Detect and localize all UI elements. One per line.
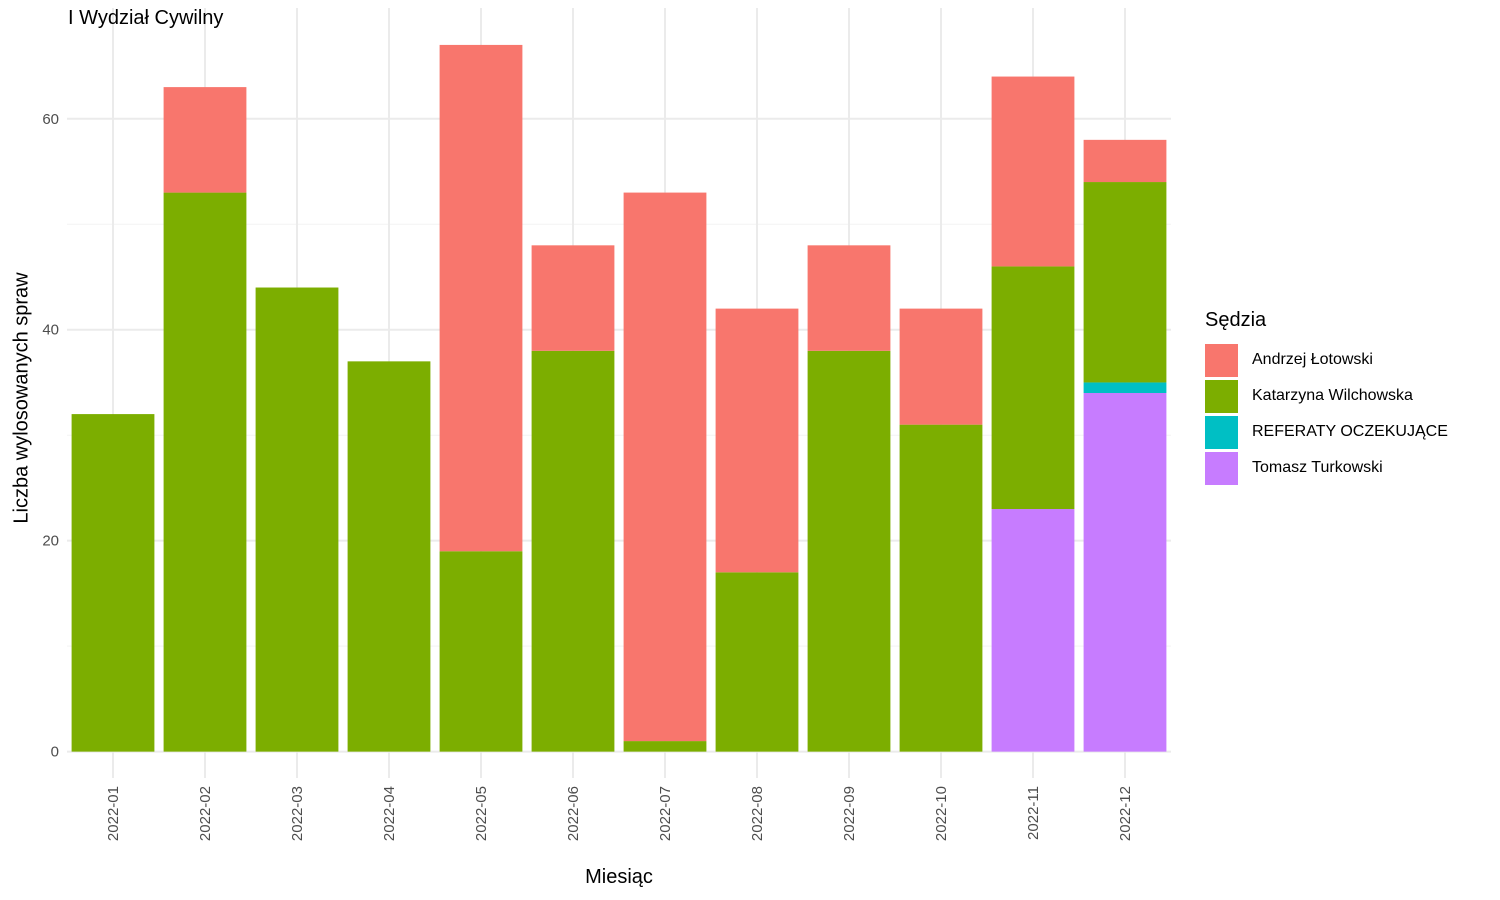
bar-segment [531, 245, 615, 351]
bar-segment [1083, 382, 1167, 393]
legend-items: Andrzej Łotowski Katarzyna Wilchowska REFE… [1205, 342, 1448, 486]
bar-segment [531, 350, 615, 752]
y-tick-label: 20 [42, 533, 59, 550]
x-tick-label: 2022-02 [197, 786, 214, 841]
legend-item: Katarzyna Wilchowska [1205, 378, 1448, 414]
bar-segment [439, 551, 523, 752]
x-tick-label: 2022-08 [749, 786, 766, 841]
y-axis-label: Liczba wylosowanych spraw [10, 272, 33, 524]
bar-segment [163, 87, 247, 193]
bar-segment [899, 424, 983, 752]
y-tick-label: 0 [51, 744, 59, 761]
legend-key [1205, 451, 1238, 485]
y-tick-label: 60 [42, 111, 59, 128]
legend-item: Andrzej Łotowski [1205, 342, 1448, 378]
bar-segment [807, 350, 891, 752]
bar-segment [1083, 139, 1167, 183]
legend-title: Sędzia [1205, 309, 1267, 331]
bar-segment [807, 245, 891, 351]
bar-segment [991, 76, 1075, 267]
legend-label: Katarzyna Wilchowska [1252, 387, 1413, 404]
x-tick-label: 2022-07 [657, 786, 674, 841]
x-tick-label: 2022-06 [565, 786, 582, 841]
x-tick-label: 2022-01 [105, 786, 122, 841]
x-tick-label: 2022-04 [381, 786, 398, 841]
bars [71, 44, 1167, 752]
bar-segment [623, 192, 707, 742]
bar-segment [1083, 182, 1167, 383]
x-tick-label: 2022-12 [1117, 786, 1134, 841]
bar-segment [715, 572, 799, 752]
legend-key [1205, 343, 1238, 377]
chart-title: I Wydział Cywilny [68, 7, 224, 29]
bar-segment [163, 192, 247, 752]
bar-segment [899, 308, 983, 425]
axis-ticks: 0 20 40 60 2022-01 2022-02 2022-03 2022-04 2022-… [42, 111, 1134, 841]
bar-segment [71, 414, 155, 752]
x-tick-label: 2022-11 [1025, 786, 1042, 840]
bar-segment [439, 44, 523, 552]
legend-key [1205, 379, 1238, 413]
x-tick-label: 2022-03 [289, 786, 306, 841]
x-tick-label: 2022-10 [933, 786, 950, 841]
legend-key [1205, 415, 1238, 449]
legend-label: REFERATY OCZEKUJĄCE [1252, 423, 1448, 440]
x-axis-label: Miesiąc [585, 866, 653, 888]
legend-label: Andrzej Łotowski [1252, 351, 1373, 368]
legend-item: Tomasz Turkowski [1205, 450, 1448, 486]
bar-segment [347, 361, 431, 752]
legend: Sędzia Andrzej Łotowski Katarzyna Wilchow… [1205, 309, 1448, 486]
legend-item: REFERATY OCZEKUJĄCE [1205, 414, 1448, 450]
bar-segment [715, 308, 799, 573]
legend-label: Tomasz Turkowski [1252, 459, 1383, 476]
y-tick-label: 40 [42, 322, 59, 339]
bar-segment [1083, 393, 1167, 752]
x-tick-label: 2022-05 [473, 786, 490, 841]
bar-segment [255, 287, 339, 752]
bar-segment [623, 741, 707, 752]
bar-segment [991, 509, 1075, 752]
bar-segment [991, 266, 1075, 510]
x-tick-label: 2022-09 [841, 786, 858, 841]
